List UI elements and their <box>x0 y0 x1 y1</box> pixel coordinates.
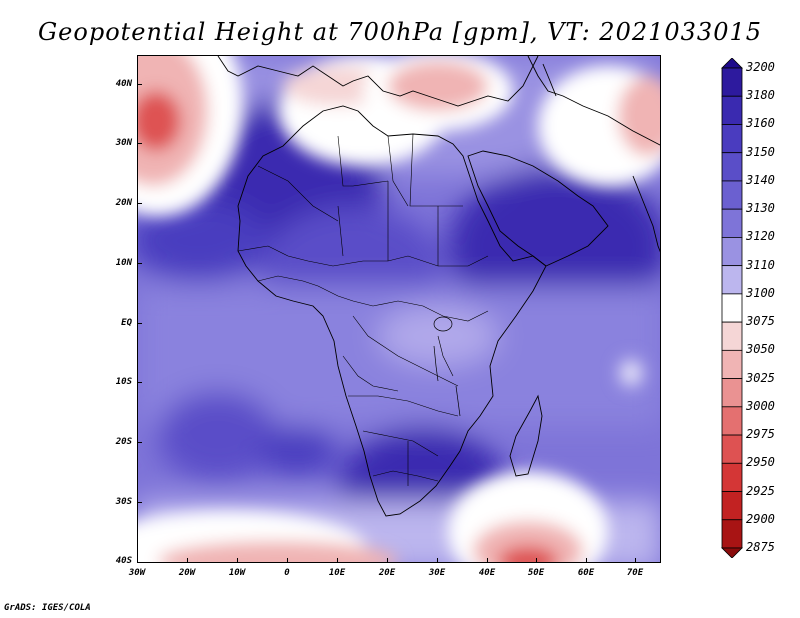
colorbar-swatch <box>721 349 743 379</box>
lat-tick <box>137 502 142 503</box>
colorbar-label: 2875 <box>746 540 775 554</box>
map-title: Geopotential Height at 700hPa [gpm], VT:… <box>38 18 762 46</box>
lat-label-40n: 40N <box>115 79 132 89</box>
lon-tick <box>536 558 537 563</box>
lakes <box>433 316 461 417</box>
colorbar-swatch <box>721 293 743 323</box>
lat-label-30n: 30N <box>115 138 132 148</box>
lat-tick <box>137 323 142 324</box>
colorbar-swatch <box>721 152 743 182</box>
colorbar-label: 3200 <box>746 60 775 74</box>
colorbar-label: 3100 <box>746 285 775 300</box>
colorbar-label: 3150 <box>746 144 775 159</box>
lat-tick <box>137 84 142 85</box>
colorbar-label: 3130 <box>746 201 775 216</box>
lon-label-70e: 70E <box>626 568 644 578</box>
lat-label-10s: 10S <box>115 377 132 387</box>
lon-label-0: 0 <box>284 568 290 578</box>
colorbar-label: 3160 <box>746 116 775 131</box>
lon-label-40e: 40E <box>478 568 496 578</box>
lon-label-30e: 30E <box>428 568 446 578</box>
lon-label-20w: 20W <box>178 568 196 578</box>
lon-tick <box>137 558 138 563</box>
lat-label-10n: 10N <box>115 258 132 268</box>
colorbar-label: 2975 <box>746 427 775 442</box>
colorbar-label: 3110 <box>746 257 775 272</box>
lat-tick <box>137 143 142 144</box>
colorbar-label: 3025 <box>746 370 775 385</box>
colorbar-label: 2925 <box>746 483 775 498</box>
lat-label-20n: 20N <box>115 198 132 208</box>
colorbar-swatch <box>721 208 743 238</box>
colorbar-label: 3140 <box>746 172 775 187</box>
lat-label-40s: 40S <box>115 556 132 566</box>
colorbar-label: 3120 <box>746 229 775 244</box>
colorbar <box>721 58 743 558</box>
lon-label-20e: 20E <box>378 568 396 578</box>
lat-tick <box>137 263 142 264</box>
lon-tick <box>437 558 438 563</box>
colorbar-label: 3180 <box>746 88 775 103</box>
colorbar-label: 3050 <box>746 342 775 357</box>
colorbar-label: 2950 <box>746 455 775 470</box>
colorbar-swatch <box>721 265 743 295</box>
lon-label-50e: 50E <box>527 568 545 578</box>
colorbar-swatch <box>721 434 743 464</box>
map-plot-area <box>137 55 661 563</box>
colorbar-swatch <box>721 406 743 436</box>
colorbar-swatch <box>721 180 743 210</box>
colorbar-top-arrow <box>721 58 743 69</box>
colorbar-swatch <box>721 491 743 521</box>
colorbar-label: 3000 <box>746 398 775 413</box>
lon-tick <box>586 558 587 563</box>
lon-tick <box>287 558 288 563</box>
field-lows <box>138 56 660 562</box>
lat-tick <box>137 442 142 443</box>
colorbar-label: 3075 <box>746 314 775 329</box>
country-borders <box>237 133 489 486</box>
colorbar-swatch <box>721 519 743 549</box>
lon-tick <box>187 558 188 563</box>
coastlines <box>217 56 660 517</box>
lat-label-20s: 20S <box>115 437 132 447</box>
lat-tick <box>137 382 142 383</box>
lon-tick <box>337 558 338 563</box>
lon-label-60e: 60E <box>577 568 595 578</box>
lon-tick <box>237 558 238 563</box>
colorbar-swatch <box>721 378 743 408</box>
lon-label-30w: 30W <box>128 568 146 578</box>
colorbar-bottom-arrow <box>721 547 743 558</box>
colorbar-swatch <box>721 237 743 267</box>
lon-label-10w: 10W <box>228 568 246 578</box>
lat-tick <box>137 203 142 204</box>
colorbar-swatch <box>721 95 743 125</box>
colorbar-swatch <box>721 67 743 97</box>
colorbar-label: 2900 <box>746 511 775 526</box>
colorbar-swatch <box>721 462 743 492</box>
lon-tick <box>635 558 636 563</box>
lon-label-10e: 10E <box>328 568 346 578</box>
lon-tick <box>487 558 488 563</box>
footer-credit: GrADS: IGES/COLA <box>4 603 91 613</box>
lat-label-eq: EQ <box>121 318 132 328</box>
colorbar-swatch <box>721 124 743 154</box>
colorbar-swatch <box>721 321 743 351</box>
geopotential-field <box>138 56 660 562</box>
lon-tick <box>387 558 388 563</box>
lat-label-30s: 30S <box>115 497 132 507</box>
